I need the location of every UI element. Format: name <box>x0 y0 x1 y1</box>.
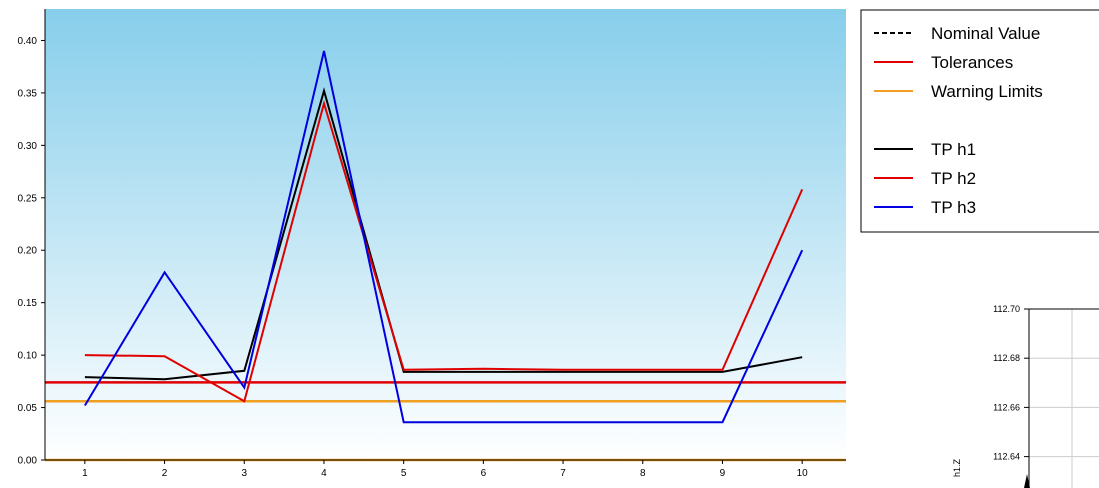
y-ticks: 0.00 0.05 0.10 0.15 0.20 0.25 0.30 0.35 0.40 <box>18 36 45 467</box>
y-tick-label: 0.40 <box>18 36 38 47</box>
legend-label: Tolerances <box>931 53 1013 72</box>
x-tick-label: 7 <box>560 468 566 479</box>
x-tick-label: 1 <box>82 468 88 479</box>
y-tick-label: 0.15 <box>18 298 38 309</box>
y-tick-label: 0.05 <box>18 403 38 414</box>
series-line-tp-h1 <box>84 87 803 381</box>
x-tick-label: 5 <box>401 468 407 479</box>
x-ticks: 1 2 3 4 5 6 7 8 9 10 <box>82 460 808 479</box>
x-tick-label: 8 <box>640 468 646 479</box>
second-y-tick-label: 112.66 <box>993 402 1020 412</box>
plot-background <box>45 9 846 460</box>
legend-box <box>860 9 1099 233</box>
x-tick-label: 10 <box>797 468 809 479</box>
y-tick-label: 0.00 <box>18 456 38 467</box>
y-tick-label: 0.10 <box>18 351 38 362</box>
second-y-axis-label: h1.Z <box>952 458 962 477</box>
y-tick-label: 0.30 <box>18 141 38 152</box>
legend-label: Warning Limits <box>931 82 1043 101</box>
legend: Nominal Value Tolerances Warning Limits TP … <box>860 9 1099 233</box>
x-tick-label: 4 <box>321 468 327 479</box>
x-tick-label: 3 <box>241 468 247 479</box>
series-line-tp-h3 <box>84 50 804 424</box>
second-y-tick-label: 112.64 <box>993 452 1020 462</box>
y-tick-label: 0.35 <box>18 88 38 99</box>
series-lines <box>84 50 804 424</box>
x-tick-label: 6 <box>481 468 487 479</box>
x-tick-label: 2 <box>162 468 168 479</box>
legend-label: TP h3 <box>931 198 976 217</box>
second-series-fragment <box>1024 474 1030 488</box>
x-tick-label: 9 <box>720 468 726 479</box>
legend-label: TP h2 <box>931 169 976 188</box>
legend-label: TP h1 <box>931 140 976 159</box>
y-tick-label: 0.25 <box>18 193 38 204</box>
second-plot-background <box>1029 309 1099 488</box>
series-line-tp-h2 <box>84 99 804 403</box>
second-y-tick-label: 112.68 <box>993 353 1020 363</box>
second-y-tick-label: 112.70 <box>993 304 1020 314</box>
main-chart: 0.00 0.05 0.10 0.15 0.20 0.25 0.30 0.35 0.40 1 2 3… <box>18 9 846 479</box>
y-tick-label: 0.20 <box>18 246 38 257</box>
legend-label: Nominal Value <box>931 24 1040 43</box>
